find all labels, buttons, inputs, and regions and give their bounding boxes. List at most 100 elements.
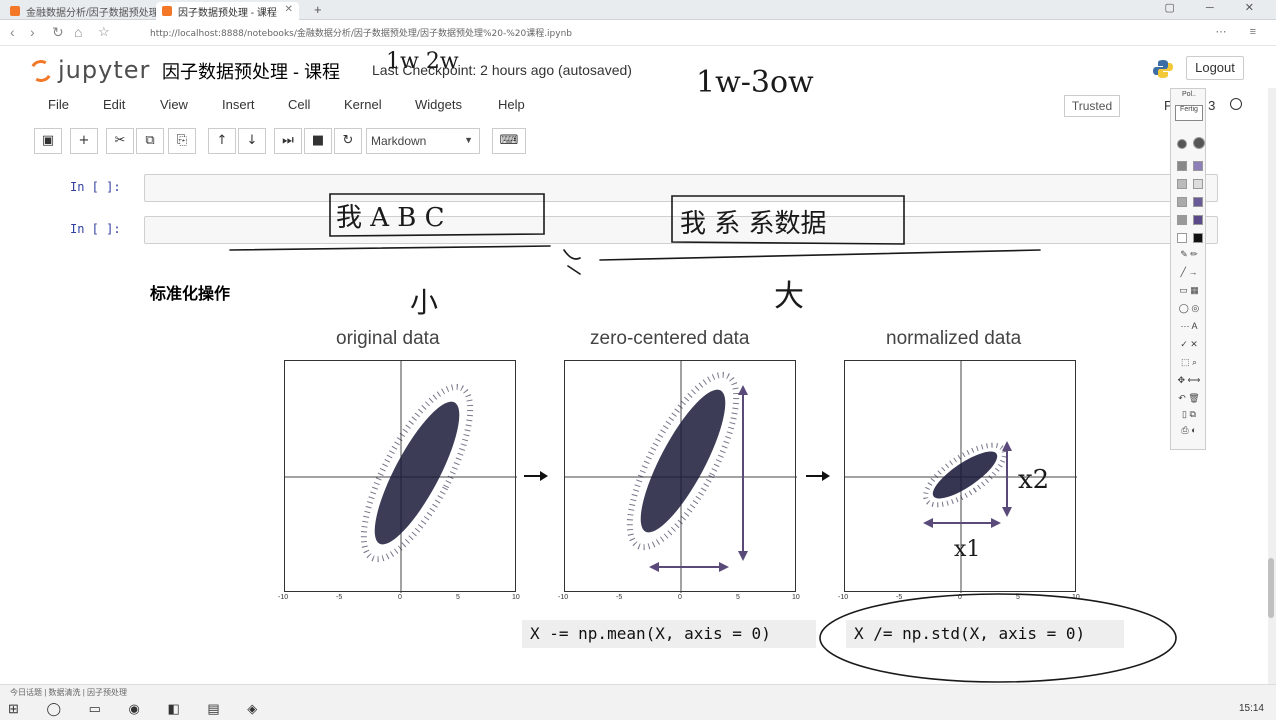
color-violet-icon[interactable] (1193, 197, 1203, 207)
move-up-icon[interactable]: ↑ (208, 128, 236, 154)
color-white-icon[interactable] (1177, 233, 1187, 243)
stop-icon[interactable]: ■ (304, 128, 332, 154)
browser-menu-icon[interactable]: ⋯ ≡ (1215, 26, 1266, 38)
plot-zero-centered (564, 360, 797, 593)
jupyter-favicon-icon (10, 6, 20, 16)
select-icon[interactable]: ⬚ ⌕ (1180, 357, 1198, 367)
color-black-icon[interactable] (1193, 233, 1203, 243)
menubar: File Edit View Insert Cell Kernel Widget… (32, 92, 1248, 120)
tick-label: 0 (678, 594, 682, 601)
taskbar-apps-icon[interactable]: ⊞ ◯ ▭ ◉ ◧ ▤ ◈ (8, 701, 270, 716)
tick-label: 10 (512, 594, 520, 601)
page-icon[interactable]: ▯ ⧉ (1182, 409, 1196, 419)
menu-edit[interactable]: Edit (103, 97, 126, 112)
scrollbar-thumb[interactable] (1268, 558, 1274, 618)
move-icon[interactable]: ✥ ⟷ (1177, 375, 1201, 385)
color-gray3-icon[interactable] (1177, 215, 1187, 225)
command-palette-icon[interactable]: ⌨ (492, 128, 526, 154)
menu-widgets[interactable]: Widgets (415, 97, 462, 112)
scrollbar[interactable] (1268, 88, 1276, 684)
jupyter-logo-icon (27, 57, 55, 85)
notebook-title[interactable]: 因子数据预处理 - 课程 (162, 62, 340, 82)
cut-icon[interactable]: ✂ (106, 128, 134, 154)
address-bar: ‹ › ↻ ⌂ ☆ http://localhost:8888/notebook… (0, 20, 1276, 46)
run-icon[interactable]: ⏭ (274, 128, 302, 154)
status-line: 今日话题 | 数据清洗 | 因子预处理 (10, 688, 128, 697)
python-logo-icon (1153, 60, 1173, 78)
color-purple-icon[interactable] (1193, 161, 1203, 171)
url-field[interactable]: http://localhost:8888/notebooks/金融数据分析/因… (150, 29, 573, 39)
brush-large-icon[interactable] (1193, 137, 1205, 149)
menu-insert[interactable]: Insert (222, 97, 255, 112)
input-prompt: In [ ]: (70, 180, 121, 194)
brush-small-icon[interactable] (1177, 139, 1187, 149)
menu-kernel[interactable]: Kernel (344, 97, 382, 112)
cell-type-select[interactable]: Markdown ▼ (366, 128, 480, 154)
arrow-right-icon (806, 471, 830, 481)
pen-icon[interactable]: ✎ ✏ (1180, 249, 1198, 259)
chevron-down-icon: ▼ (464, 135, 473, 145)
save-icon[interactable]: ▣ (34, 128, 62, 154)
check-icon[interactable]: ✓ ✕ (1180, 339, 1198, 349)
cell-type-value: Markdown (371, 134, 427, 148)
menu-cell[interactable]: Cell (288, 97, 311, 112)
home-icon[interactable]: ⌂ (74, 24, 83, 40)
star-icon[interactable]: ☆ (98, 24, 110, 39)
input-prompt: In [ ]: (70, 222, 121, 236)
window-controls[interactable]: ▢ ─ ✕ (1164, 2, 1268, 14)
close-tab-icon[interactable]: ✕ (284, 4, 293, 15)
clock: 15:14 (1238, 703, 1264, 714)
color-gray-icon[interactable] (1177, 161, 1187, 171)
line-icon[interactable]: ╱ → (1180, 267, 1198, 277)
color-silver-icon[interactable] (1193, 179, 1203, 189)
rectangle-icon[interactable]: ▭ ▦ (1179, 285, 1199, 295)
print-icon[interactable]: ⎙ ◐ (1181, 425, 1197, 435)
browser-tab-label: 金融数据分析/因子数据预处理/ (26, 8, 162, 19)
fertig-button[interactable]: Fertig (1175, 105, 1203, 121)
text-tool-icon[interactable]: ⋯ A (1180, 321, 1198, 331)
undo-icon[interactable]: ↶ 🗑 (1178, 393, 1200, 403)
browser-tab-label: 因子数据预处理 - 课程 (178, 8, 277, 19)
restart-icon[interactable]: ↻ (334, 128, 362, 154)
new-tab-button[interactable]: + (314, 2, 322, 17)
tick-label: -10 (278, 594, 289, 601)
paste-icon[interactable]: ⎘ (168, 128, 196, 154)
annotation-tool-panel: Pol.. Fertig ✎ ✏ ╱ → ▭ ▦ ◯ ◎ ⋯ A ✓ ✕ ⬚ ⌕… (1170, 88, 1206, 450)
move-down-icon[interactable]: ↓ (238, 128, 266, 154)
color-gray2-icon[interactable] (1177, 197, 1187, 207)
menu-help[interactable]: Help (498, 97, 525, 112)
kernel-idle-indicator-icon (1230, 98, 1242, 110)
ellipse-icon[interactable]: ◯ ◎ (1178, 303, 1200, 313)
copy-icon[interactable]: ⧉ (136, 128, 164, 154)
browser-tab-active[interactable]: 因子数据预处理 - 课程 ✕ (156, 2, 299, 20)
back-icon[interactable]: ‹ (10, 24, 15, 40)
markdown-heading: 标准化操作 (150, 286, 231, 303)
scatter-original (285, 361, 517, 593)
tick-label: -5 (336, 594, 343, 601)
plot-title-normalized: normalized data (886, 328, 1022, 349)
code-mean-subtract: X -= np.mean(X, axis = 0) (522, 620, 816, 648)
color-lightgray-icon[interactable] (1177, 179, 1187, 189)
plot-original (284, 360, 517, 593)
menu-file[interactable]: File (48, 97, 69, 112)
trusted-badge[interactable]: Trusted (1064, 95, 1120, 117)
plot-title-zero-centered: zero-centered data (590, 328, 750, 349)
code-cell-input[interactable] (144, 216, 1218, 244)
plot-normalized (844, 360, 1077, 593)
code-cell-input[interactable] (144, 174, 1218, 202)
plot-title-original: original data (336, 328, 440, 349)
color-indigo-icon[interactable] (1193, 215, 1203, 225)
logout-button[interactable]: Logout (1186, 56, 1244, 80)
menu-view[interactable]: View (160, 97, 188, 112)
insert-cell-icon[interactable]: + (70, 128, 98, 154)
forward-icon[interactable]: › (30, 24, 35, 40)
reload-icon[interactable]: ↻ (52, 24, 64, 40)
notebook-container: In [ ]: In [ ]: 标准化操作 original data zero… (0, 160, 1276, 680)
tick-label: -10 (838, 594, 849, 601)
tick-label: 0 (958, 594, 962, 601)
tick-label: 5 (456, 594, 460, 601)
pen-tool-label[interactable]: Pol.. (1181, 91, 1196, 98)
taskbar: 今日话题 | 数据清洗 | 因子预处理 ⊞ ◯ ▭ ◉ ◧ ▤ ◈ 15:14 (0, 684, 1276, 720)
tick-label: -10 (558, 594, 569, 601)
scatter-normalized (845, 361, 1077, 593)
